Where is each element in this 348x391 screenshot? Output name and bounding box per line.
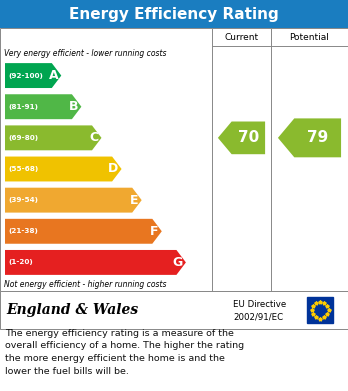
Text: Energy Efficiency Rating: Energy Efficiency Rating [69,7,279,22]
Text: E: E [130,194,139,206]
Polygon shape [218,122,265,154]
Polygon shape [5,250,186,275]
Text: Not energy efficient - higher running costs: Not energy efficient - higher running co… [4,280,166,289]
Polygon shape [5,219,162,244]
Text: Potential: Potential [290,32,330,41]
Text: (21-38): (21-38) [8,228,38,234]
Text: (39-54): (39-54) [8,197,38,203]
Text: F: F [150,225,159,238]
Text: B: B [69,100,78,113]
Text: (81-91): (81-91) [8,104,38,110]
Bar [0,28,348,291]
Polygon shape [5,188,142,213]
Text: C: C [89,131,98,144]
Text: (69-80): (69-80) [8,135,38,141]
Text: D: D [108,163,119,176]
Polygon shape [5,156,121,181]
Text: 70: 70 [238,130,259,145]
Text: Very energy efficient - lower running costs: Very energy efficient - lower running co… [4,48,166,57]
Bar [271,28,348,46]
Text: (92-100): (92-100) [8,73,43,79]
Text: A: A [49,69,58,82]
Bar [0,291,348,329]
Bar [212,28,271,46]
Text: G: G [173,256,183,269]
Bar [307,297,333,323]
Polygon shape [5,63,61,88]
Text: The energy efficiency rating is a measure of the
overall efficiency of a home. T: The energy efficiency rating is a measur… [5,329,244,375]
Bar [0,0,348,28]
Polygon shape [278,118,341,157]
Text: (55-68): (55-68) [8,166,38,172]
Text: EU Directive: EU Directive [233,300,286,309]
Text: England & Wales: England & Wales [6,303,138,317]
Text: 2002/91/EC: 2002/91/EC [233,312,283,321]
Text: 79: 79 [307,130,328,145]
Polygon shape [5,94,81,119]
Text: Current: Current [224,32,259,41]
Polygon shape [5,126,102,150]
Text: (1-20): (1-20) [8,260,33,265]
